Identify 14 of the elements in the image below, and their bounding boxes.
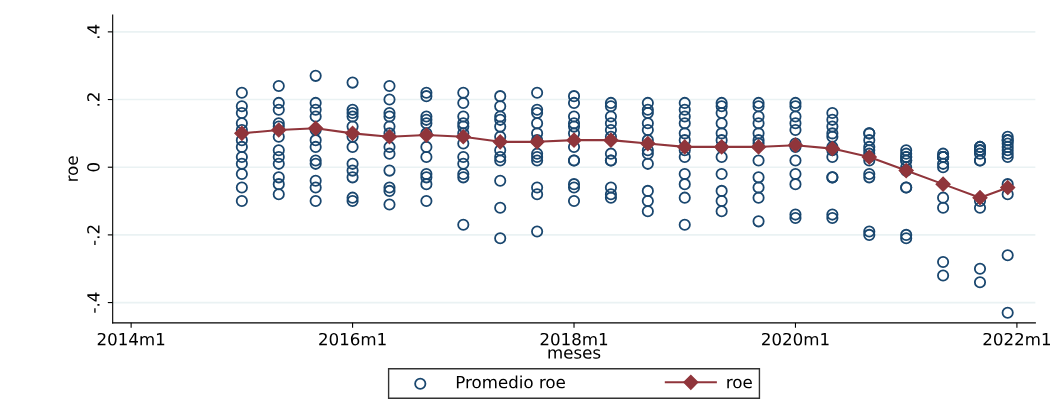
x-tick-label: 2014m1 <box>97 332 165 346</box>
x-tick-label: 2016m1 <box>319 332 386 346</box>
y-tick-label: .2 <box>87 93 100 106</box>
y-tick-label: -.4 <box>87 292 100 313</box>
y-tick-label: -.2 <box>87 225 100 246</box>
y-tick-label: .4 <box>87 24 100 39</box>
x-tick-label: 2020m1 <box>762 332 829 346</box>
x-tick-label: 2018m1 <box>540 332 608 346</box>
x-tick-label: 2022m1 <box>983 332 1050 346</box>
x-axis-title: meses <box>548 349 601 359</box>
y-tick-label: 0 <box>87 163 100 172</box>
legend-label: roe <box>727 378 752 389</box>
legend-label: Promedio roe <box>456 375 565 389</box>
y-axis-title: roe <box>68 156 79 181</box>
